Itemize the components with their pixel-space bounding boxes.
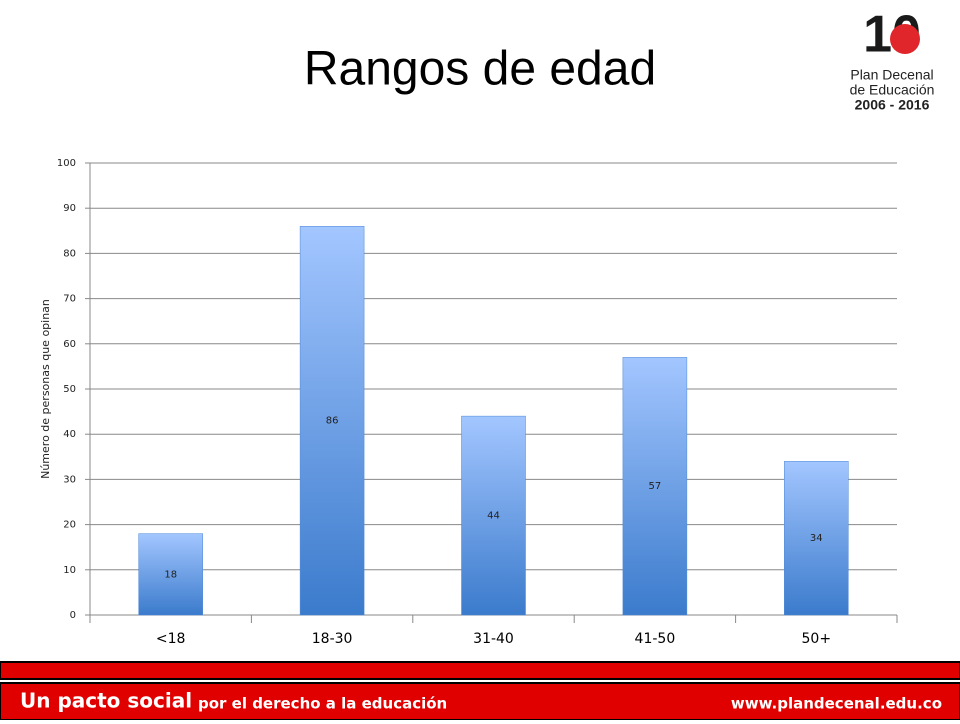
y-tick-label: 40 xyxy=(63,429,76,440)
y-tick-label: 10 xyxy=(63,565,76,576)
footer-slogan-bold: Un pacto social xyxy=(20,689,192,713)
footer-stripe xyxy=(0,661,960,680)
y-tick-label: 0 xyxy=(70,610,76,621)
chart-title: Rangos de edad xyxy=(304,43,656,96)
logo-line: Plan Decenal xyxy=(850,67,933,83)
data-label: 57 xyxy=(649,481,662,492)
y-tick-label: 60 xyxy=(63,339,76,350)
x-tick-label: 41-50 xyxy=(635,631,676,647)
footer-bar xyxy=(0,682,960,721)
y-tick-label: 90 xyxy=(63,203,76,214)
bar xyxy=(138,533,203,616)
y-tick-label: 80 xyxy=(63,248,76,259)
y-tick-label: 50 xyxy=(63,384,76,395)
logo-line: 2006 - 2016 xyxy=(855,97,930,113)
bar xyxy=(461,415,526,616)
x-tick-label: 18-30 xyxy=(312,631,353,647)
logo: 10 Plan Decenal de Educación 2006 - 2016 xyxy=(850,6,935,113)
y-axis-label: Número de personas que opinan xyxy=(39,299,52,479)
bar xyxy=(622,357,688,616)
y-tick-label: 30 xyxy=(63,474,76,485)
data-label: 34 xyxy=(810,533,823,544)
footer-slogan: por el derecho a la educación xyxy=(198,695,447,713)
x-tick-label: 50+ xyxy=(802,631,832,647)
y-tick-label: 20 xyxy=(63,520,76,531)
y-tick-label: 100 xyxy=(57,158,76,169)
x-tick-label: 31-40 xyxy=(473,631,514,647)
logo-line: de Educación xyxy=(850,82,935,98)
footer-url: www.plandecenal.edu.co xyxy=(731,695,942,713)
logo-dot xyxy=(890,24,920,54)
y-tick-label: 70 xyxy=(63,294,76,305)
data-label: 44 xyxy=(487,511,500,522)
x-tick-label: <18 xyxy=(156,631,186,647)
bar xyxy=(784,461,849,616)
bar xyxy=(299,226,365,616)
data-label: 18 xyxy=(164,569,177,580)
data-label: 86 xyxy=(326,416,339,427)
